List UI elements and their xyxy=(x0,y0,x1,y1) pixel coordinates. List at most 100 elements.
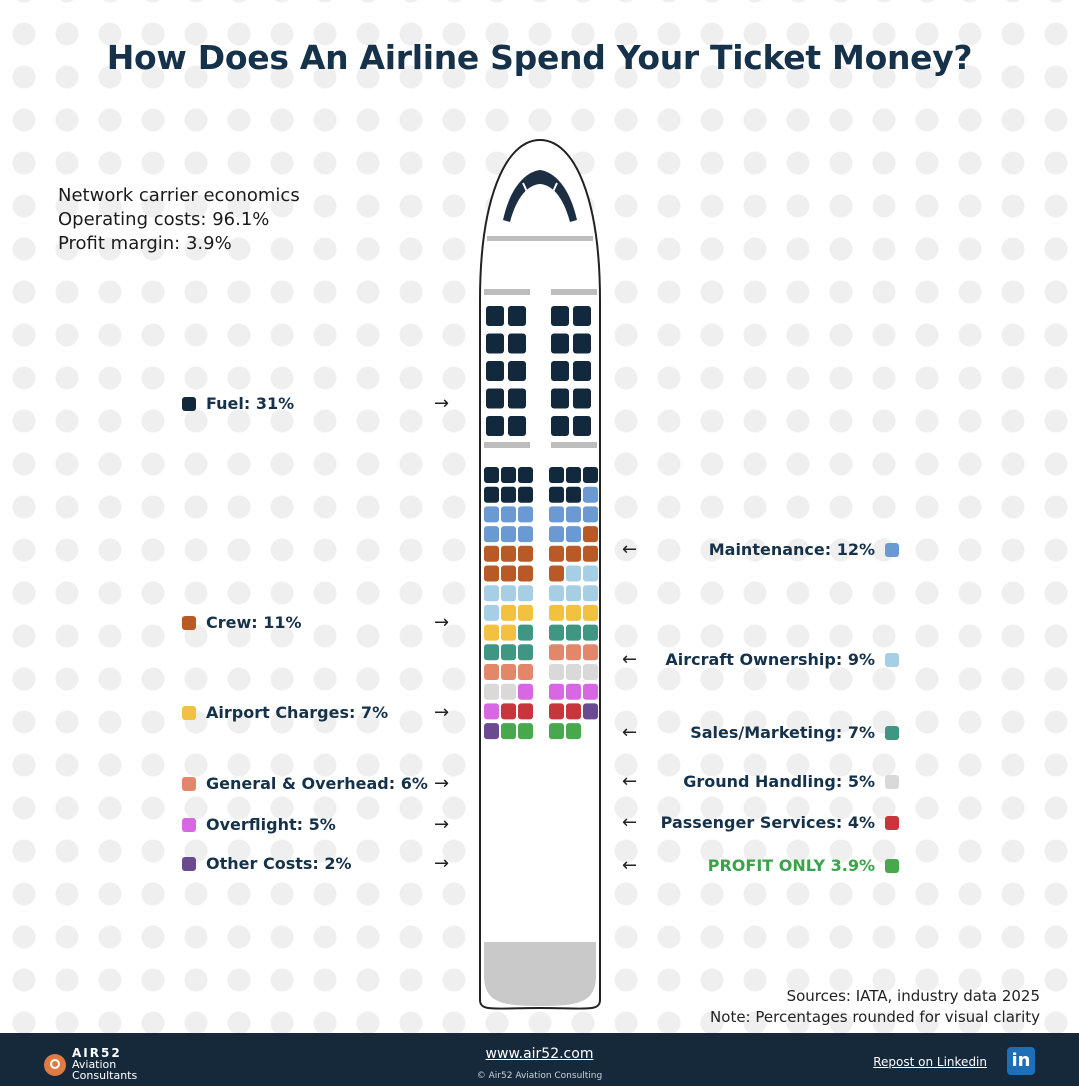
seat-general-overhead xyxy=(484,664,499,680)
label-passenger-services: Passenger Services: 4% xyxy=(661,813,899,833)
seat-fuel xyxy=(583,467,598,483)
seat-aircraft-ownership xyxy=(484,604,499,621)
seat-maintenance xyxy=(549,506,564,523)
seat-ground-handling xyxy=(501,683,516,700)
linkedin-icon[interactable]: in xyxy=(1007,1047,1035,1075)
seat-airport-charges xyxy=(484,624,499,641)
seat-fuel xyxy=(551,361,569,381)
seat-maintenance xyxy=(518,506,533,523)
label-sales-marketing: Sales/Marketing: 7% xyxy=(690,723,899,743)
arrow-maintenance: ← xyxy=(622,539,638,560)
swatch-crew xyxy=(182,616,196,630)
seat-overflight xyxy=(583,683,598,700)
seat-maintenance xyxy=(501,506,516,523)
cockpit-bulkhead xyxy=(487,236,593,241)
seat-crew xyxy=(583,545,598,562)
seat-fuel xyxy=(573,306,591,326)
seat-maintenance xyxy=(549,526,564,543)
arrow-other-costs: → xyxy=(434,853,450,874)
seat-fuel xyxy=(508,333,526,354)
info-line-1: Network carrier economics xyxy=(58,185,300,206)
seat-fuel xyxy=(551,333,569,354)
seat-fuel xyxy=(573,361,591,381)
seat-general-overhead xyxy=(583,644,598,661)
fuselage-outline xyxy=(479,138,601,1010)
seat-aircraft-ownership xyxy=(583,585,598,602)
seat-ground-handling xyxy=(583,664,598,680)
cockpit-window xyxy=(503,170,577,222)
seat-crew xyxy=(549,565,564,582)
swatch-profit xyxy=(885,859,899,873)
seat-maintenance xyxy=(566,526,581,543)
seat-fuel xyxy=(484,486,499,503)
arrow-overflight: → xyxy=(434,814,450,835)
seat-general-overhead xyxy=(566,644,581,661)
seat-passenger-services xyxy=(549,703,564,720)
seat-sales-marketing xyxy=(501,644,516,661)
seat-overflight xyxy=(484,703,499,720)
airplane-seat-chart xyxy=(479,138,601,1010)
seat-overflight xyxy=(518,683,533,700)
swatch-other-costs xyxy=(182,857,196,871)
logo-line-3: Consultants xyxy=(72,1069,138,1082)
seat-aircraft-ownership xyxy=(566,585,581,602)
seat-ground-handling xyxy=(484,683,499,700)
info-line-2: Operating costs: 96.1% xyxy=(58,209,270,230)
arrow-fuel: → xyxy=(434,393,450,414)
arrow-general-overhead: → xyxy=(434,773,450,794)
label-other-costs: Other Costs: 2% xyxy=(182,854,352,874)
swatch-fuel xyxy=(182,397,196,411)
label-ground-handling: Ground Handling: 5% xyxy=(683,772,899,792)
arrow-sales-marketing: ← xyxy=(622,722,638,743)
seat-aircraft-ownership xyxy=(484,585,499,602)
seat-fuel xyxy=(508,361,526,381)
seat-maintenance xyxy=(484,506,499,523)
cockpit-divider-2 xyxy=(549,182,558,199)
swatch-ground-handling xyxy=(885,775,899,789)
seat-airport-charges xyxy=(501,624,516,641)
seat-crew xyxy=(501,545,516,562)
seat-airport-charges xyxy=(518,604,533,621)
seat-fuel xyxy=(518,486,533,503)
seat-sales-marketing xyxy=(484,644,499,661)
seat-overflight xyxy=(566,683,581,700)
page-title: How Does An Airline Spend Your Ticket Mo… xyxy=(106,38,973,77)
arrow-aircraft-ownership: ← xyxy=(622,649,638,670)
seat-aircraft-ownership xyxy=(501,585,516,602)
seat-fuel xyxy=(573,416,591,436)
seat-passenger-services xyxy=(518,703,533,720)
seat-crew xyxy=(484,545,499,562)
seat-profit xyxy=(549,723,564,740)
divider-left xyxy=(484,442,530,448)
seat-fuel xyxy=(566,486,581,503)
seat-aircraft-ownership xyxy=(583,565,598,582)
seat-fuel xyxy=(486,306,504,326)
repost-linkedin-link[interactable]: Repost on Linkedin xyxy=(873,1055,987,1069)
seat-maintenance xyxy=(501,526,516,543)
sources-line: Sources: IATA, industry data 2025 xyxy=(786,987,1040,1005)
seat-other-costs xyxy=(583,703,598,720)
note-line: Note: Percentages rounded for visual cla… xyxy=(710,1008,1040,1026)
swatch-general-overhead xyxy=(182,777,196,791)
label-overflight: Overflight: 5% xyxy=(182,815,336,835)
seat-maintenance xyxy=(566,506,581,523)
label-general-overhead: General & Overhead: 6% xyxy=(182,774,428,794)
seat-fuel xyxy=(486,333,504,354)
lavatory-block xyxy=(484,942,596,1006)
seat-passenger-services xyxy=(501,703,516,720)
website-link[interactable]: www.air52.com xyxy=(485,1046,594,1062)
seat-maintenance xyxy=(583,486,598,503)
swatch-passenger-services xyxy=(885,816,899,830)
seat-fuel xyxy=(486,388,504,409)
seat-maintenance xyxy=(484,526,499,543)
seat-crew xyxy=(518,545,533,562)
seat-fuel xyxy=(573,333,591,354)
seat-fuel xyxy=(508,306,526,326)
seat-maintenance xyxy=(583,506,598,523)
label-crew: Crew: 11% xyxy=(182,613,302,633)
seat-fuel xyxy=(484,467,499,483)
seat-fuel xyxy=(551,306,569,326)
seat-sales-marketing xyxy=(518,644,533,661)
air52-logo[interactable]: AIR52 Aviation Consultants xyxy=(44,1047,138,1082)
seat-fuel xyxy=(508,416,526,436)
